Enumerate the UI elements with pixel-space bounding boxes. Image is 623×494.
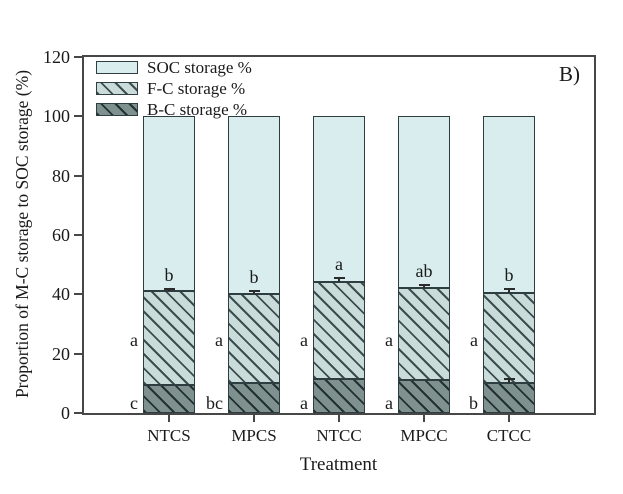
sig-letter-bc: a	[300, 393, 308, 414]
bar-segment-soc-mpcc	[398, 116, 450, 289]
y-axis-tick	[74, 56, 84, 58]
legend-swatch-fc-icon	[96, 81, 138, 95]
sig-letter-bc: bc	[206, 393, 223, 414]
y-axis-tick	[74, 352, 84, 355]
legend: SOC storage % F-C storage % B-C storage …	[96, 59, 252, 122]
y-tick-label: 100	[43, 106, 70, 127]
error-bar-stem	[253, 291, 255, 294]
sig-letter-fc: a	[300, 330, 308, 351]
y-tick-label: 0	[61, 403, 70, 423]
sig-letter-fc: a	[130, 330, 138, 351]
x-tick-label: MPCS	[231, 426, 277, 445]
y-axis-tick	[74, 115, 84, 118]
bar-segment-fc-ntcc	[313, 281, 365, 379]
legend-item-soc: SOC storage %	[96, 57, 252, 77]
error-bar-stem	[508, 289, 510, 293]
bar-segment-soc-ctcc	[483, 116, 535, 293]
bar-segment-bc-mpcc	[398, 379, 450, 413]
legend-swatch-bc-icon	[96, 102, 138, 116]
y-axis-tick	[74, 174, 84, 177]
y-tick-label: 40	[52, 284, 70, 305]
bar-segment-bc-ntcs	[143, 384, 195, 413]
bar-segment-fc-ntcs	[143, 291, 195, 385]
error-bar-cap	[418, 284, 430, 287]
y-tick-label: 120	[43, 47, 70, 67]
error-bar-cap	[163, 287, 175, 290]
legend-item-bc: B-C storage %	[96, 99, 252, 119]
y-axis-title: Proportion of M-C storage to SOC storage…	[12, 69, 32, 399]
sig-letter-mc-top: b	[164, 264, 174, 285]
sig-letter-mc-top: a	[335, 254, 343, 275]
legend-label-bc: B-C storage %	[147, 99, 248, 119]
x-axis-tick	[168, 413, 170, 422]
bar-segment-fc-ctcc	[483, 292, 535, 384]
error-bar-cap	[503, 288, 515, 291]
bar-segment-soc-ntcs	[143, 116, 195, 292]
x-axis-tick	[338, 413, 340, 422]
error-bar-stem	[423, 285, 425, 289]
error-bar-cap	[248, 290, 260, 293]
y-axis-tick	[74, 293, 84, 296]
bar-segment-soc-ntcc	[313, 116, 365, 282]
sig-letter-fc: a	[470, 330, 478, 351]
x-axis-tick	[508, 413, 510, 422]
y-tick-label: 20	[52, 343, 70, 364]
x-tick-label: CTCC	[486, 426, 532, 445]
legend-item-fc: F-C storage %	[96, 78, 252, 98]
x-axis-tick	[253, 413, 255, 422]
sig-letter-bc: c	[130, 393, 138, 414]
y-axis-tick	[74, 412, 84, 414]
bar-segment-bc-ctcc	[483, 383, 535, 413]
bar-segment-fc-mpcs	[228, 293, 280, 384]
legend-label-fc: F-C storage %	[147, 78, 246, 98]
x-axis-tick	[423, 413, 425, 422]
bar-segment-bc-mpcs	[228, 383, 280, 413]
sig-letter-bc: a	[385, 393, 393, 414]
sig-letter-mc-top: ab	[415, 261, 433, 282]
y-tick-label: 60	[52, 225, 70, 245]
y-tick-label: 80	[52, 165, 70, 186]
sig-letter-bc: b	[469, 393, 478, 414]
x-tick-label: NTCC	[316, 426, 362, 445]
error-bar-stem	[338, 278, 340, 282]
y-axis-tick	[74, 234, 84, 236]
error-bar-stem	[508, 379, 510, 384]
sig-letter-mc-top: b	[249, 267, 259, 288]
sig-letter-fc: a	[215, 330, 223, 351]
x-tick-label: MPCC	[400, 426, 448, 445]
legend-label-soc: SOC storage %	[147, 57, 252, 77]
error-bar-cap	[503, 378, 515, 381]
x-axis-title: Treatment	[299, 454, 378, 475]
sig-letter-fc: a	[385, 330, 393, 351]
x-tick-label: NTCS	[147, 426, 191, 445]
legend-swatch-soc-icon	[96, 60, 138, 74]
bar-segment-fc-mpcc	[398, 288, 450, 380]
bar-segment-bc-ntcc	[313, 378, 365, 413]
sig-letter-mc-top: b	[504, 265, 514, 286]
error-bar-stem	[168, 288, 170, 292]
bar-segment-soc-mpcs	[228, 116, 280, 294]
error-bar-cap	[333, 277, 345, 280]
panel-label: B)	[559, 62, 580, 86]
plot-area: b a c b a bc a a a ab a a b a b 0 20 40 60 80 100 120 NTCS MPC…	[43, 47, 596, 445]
